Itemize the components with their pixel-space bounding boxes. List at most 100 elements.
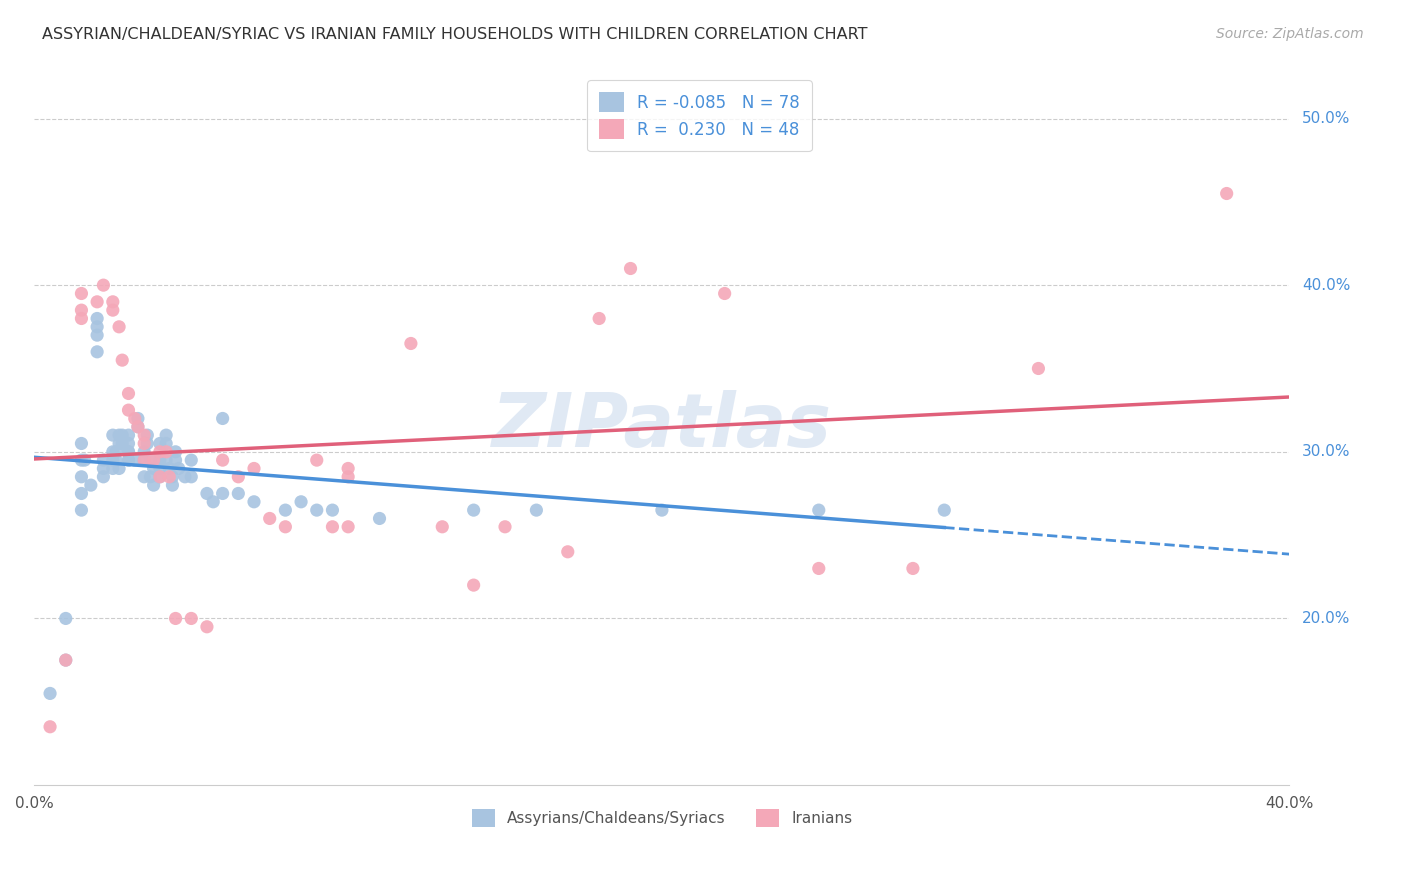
Point	[134, 453, 156, 467]
Point	[70, 486, 93, 500]
Point	[86, 328, 108, 343]
Text: Source: ZipAtlas.com: Source: ZipAtlas.com	[1216, 27, 1364, 41]
Point	[243, 495, 266, 509]
Point	[142, 478, 165, 492]
Point	[155, 445, 177, 459]
Point	[337, 461, 360, 475]
Point	[101, 445, 124, 459]
Point	[1215, 186, 1237, 201]
Point	[162, 478, 184, 492]
Point	[124, 411, 146, 425]
Point	[149, 436, 172, 450]
Point	[211, 411, 233, 425]
Point	[195, 486, 218, 500]
Point	[139, 453, 162, 467]
Point	[142, 453, 165, 467]
Point	[70, 503, 93, 517]
Point	[108, 436, 131, 450]
Point	[165, 445, 187, 459]
Point	[290, 495, 312, 509]
Point	[157, 461, 180, 475]
Point	[157, 470, 180, 484]
Point	[195, 620, 218, 634]
Point	[101, 303, 124, 318]
Point	[101, 453, 124, 467]
Text: ZIPatlas: ZIPatlas	[492, 391, 832, 463]
Text: 20.0%: 20.0%	[1302, 611, 1350, 626]
Point	[117, 453, 139, 467]
Point	[111, 353, 134, 368]
Point	[713, 286, 735, 301]
Point	[108, 428, 131, 442]
Point	[557, 545, 579, 559]
Point	[86, 311, 108, 326]
Point	[1028, 361, 1050, 376]
Point	[111, 436, 134, 450]
Point	[807, 561, 830, 575]
Point	[588, 311, 610, 326]
Point	[321, 503, 343, 517]
Point	[70, 436, 93, 450]
Point	[104, 453, 127, 467]
Point	[259, 511, 281, 525]
Point	[134, 453, 156, 467]
Text: ASSYRIAN/CHALDEAN/SYRIAC VS IRANIAN FAMILY HOUSEHOLDS WITH CHILDREN CORRELATION : ASSYRIAN/CHALDEAN/SYRIAC VS IRANIAN FAMI…	[42, 27, 868, 42]
Point	[101, 461, 124, 475]
Point	[149, 461, 172, 475]
Point	[399, 336, 422, 351]
Point	[202, 495, 225, 509]
Point	[167, 461, 190, 475]
Point	[274, 520, 297, 534]
Point	[807, 503, 830, 517]
Text: 30.0%: 30.0%	[1302, 444, 1351, 459]
Point	[494, 520, 516, 534]
Point	[86, 319, 108, 334]
Point	[117, 445, 139, 459]
Point	[101, 428, 124, 442]
Point	[432, 520, 454, 534]
Text: 40.0%: 40.0%	[1302, 277, 1350, 293]
Point	[39, 720, 62, 734]
Point	[180, 611, 202, 625]
Point	[243, 461, 266, 475]
Point	[134, 436, 156, 450]
Point	[228, 470, 250, 484]
Point	[180, 470, 202, 484]
Point	[101, 294, 124, 309]
Point	[55, 611, 77, 625]
Point	[134, 445, 156, 459]
Point	[337, 520, 360, 534]
Point	[117, 428, 139, 442]
Point	[136, 428, 159, 442]
Point	[165, 453, 187, 467]
Point	[70, 303, 93, 318]
Point	[93, 453, 115, 467]
Point	[86, 344, 108, 359]
Point	[108, 461, 131, 475]
Point	[211, 453, 233, 467]
Point	[142, 461, 165, 475]
Point	[108, 319, 131, 334]
Point	[463, 578, 485, 592]
Point	[117, 436, 139, 450]
Point	[155, 428, 177, 442]
Point	[70, 286, 93, 301]
Point	[104, 445, 127, 459]
Point	[149, 453, 172, 467]
Point	[127, 419, 149, 434]
Point	[162, 470, 184, 484]
Point	[117, 445, 139, 459]
Point	[155, 453, 177, 467]
Point	[134, 428, 156, 442]
Point	[463, 503, 485, 517]
Point	[70, 311, 93, 326]
Point	[136, 436, 159, 450]
Point	[86, 294, 108, 309]
Point	[93, 470, 115, 484]
Point	[368, 511, 391, 525]
Point	[228, 486, 250, 500]
Point	[55, 653, 77, 667]
Point	[305, 453, 328, 467]
Point	[80, 478, 103, 492]
Point	[149, 470, 172, 484]
